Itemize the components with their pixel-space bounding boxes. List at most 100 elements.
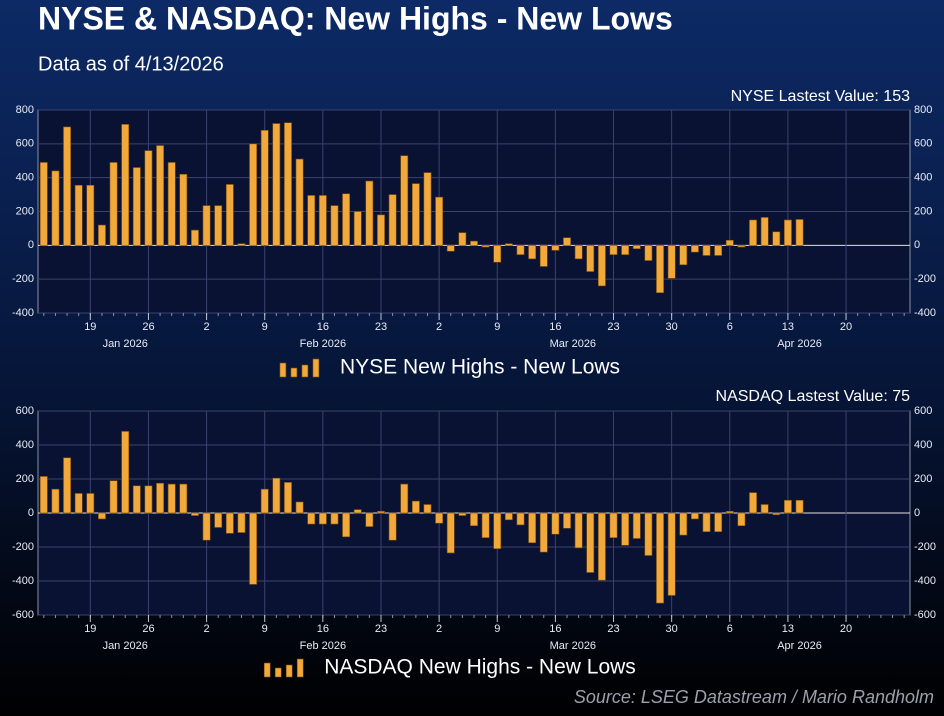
bar [318,512,327,525]
bar [516,512,525,526]
bar [737,512,746,527]
bar [318,195,327,246]
legend-swatch [312,358,320,378]
bar [516,245,525,255]
bar [481,245,490,248]
bar [225,184,234,246]
bar [365,512,374,527]
y-tick-label: 0 [28,507,34,519]
bar [330,512,339,525]
bar [656,512,664,604]
bar [423,172,432,246]
x-tick-label: 9 [494,623,500,635]
bar [121,431,130,514]
y-tick-label: 800 [16,104,34,116]
x-tick-label: 2 [436,623,442,635]
bar [632,512,641,539]
bar [98,224,106,246]
source: Source: LSEG Datastream / Mario Randholm [574,687,934,707]
bar [586,512,595,573]
bar [702,245,711,256]
bar [470,512,478,527]
bar [539,245,548,267]
y-tick-label: -200 [12,273,34,285]
month-label: Feb 2026 [300,338,346,350]
bar [644,245,653,261]
x-tick-label: 2 [436,321,442,333]
bar [504,243,513,246]
bar [446,512,455,554]
bar [167,483,176,514]
bar [539,512,548,553]
bar [39,162,48,246]
x-tick-label: 9 [494,321,500,333]
y-tick-label: 600 [914,405,932,417]
bar [458,512,467,516]
bar [691,512,699,520]
month-label: Apr 2026 [777,338,822,350]
bar [574,245,583,260]
bar [632,245,641,250]
bar [737,245,746,248]
bar [179,173,188,246]
y-tick-label: 400 [914,439,932,451]
bar [446,245,455,252]
x-tick-label: 16 [549,321,561,333]
bar [144,150,153,246]
bar [237,243,246,246]
bar [156,482,164,514]
legend-swatch [263,662,271,678]
month-label: Apr 2026 [777,640,822,652]
x-tick-label: 6 [727,321,733,333]
bar [109,480,118,514]
bar [295,501,304,514]
bar [760,217,769,246]
y-tick-label: 0 [914,507,920,519]
bar [493,245,502,263]
bar [132,167,141,246]
bar [202,205,211,246]
bar [249,143,257,246]
x-tick-label: 23 [375,623,387,635]
bar [342,193,351,246]
bar [551,512,560,535]
y-tick-label: 600 [914,138,932,150]
x-tick-label: 16 [317,321,329,333]
x-tick-label: 2 [204,321,210,333]
bar [353,509,362,514]
x-tick-label: 20 [840,321,852,333]
y-tick-label: 200 [914,205,932,217]
bar [63,126,71,246]
y-tick-label: 600 [16,138,34,150]
bar [597,245,606,287]
bar [400,155,409,246]
bar [86,493,95,514]
bar [795,499,804,514]
bar [342,512,351,538]
bar [714,512,723,533]
bar [563,237,571,246]
bar [156,145,164,246]
bar [144,485,153,514]
x-tick-label: 23 [375,321,387,333]
bar [307,512,316,525]
bar [353,211,362,246]
bar [272,123,281,246]
x-tick-label: 19 [84,321,96,333]
bar [260,488,269,514]
bar [307,195,316,246]
bar [411,500,420,514]
bar [377,214,385,246]
bar [609,245,618,255]
y-tick-label: 800 [914,104,932,116]
month-label: Jan 2026 [103,640,148,652]
bar [551,245,560,251]
bar [458,232,467,246]
y-tick-label: 0 [914,239,920,251]
y-tick-label: -600 [914,609,936,621]
title: NYSE & NASDAQ: New Highs - New Lows [38,0,673,36]
bar [679,512,688,536]
bar [132,485,141,514]
x-tick-label: 23 [607,321,619,333]
legend-label: NYSE New Highs - New Lows [340,356,620,379]
